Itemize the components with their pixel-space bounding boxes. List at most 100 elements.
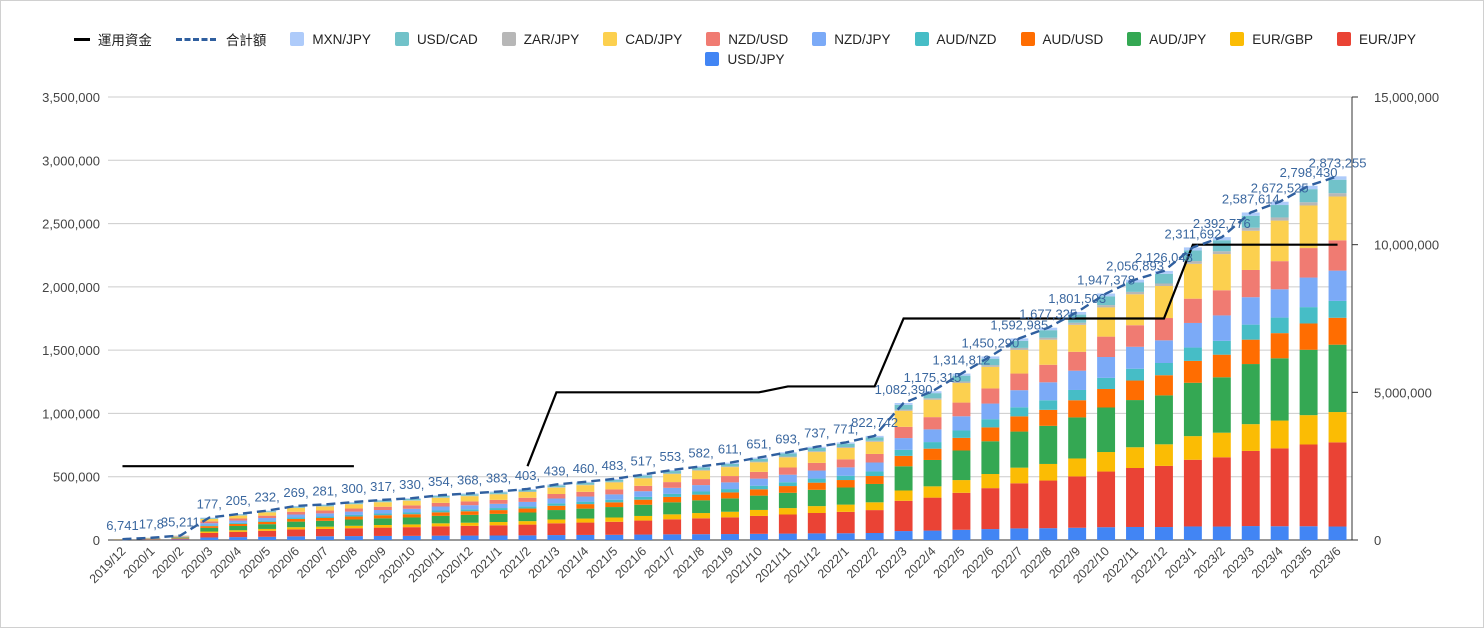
bar-segment	[721, 463, 739, 467]
bar-segment	[778, 467, 797, 475]
legend-item[interactable]: ZAR/JPY	[501, 30, 579, 48]
bar-segment	[576, 501, 595, 505]
bar-segment	[1241, 230, 1260, 270]
x-axis-tick-label: 2022/5	[931, 544, 968, 581]
legend-item[interactable]: USD/CAD	[394, 30, 478, 48]
bar-segment	[952, 381, 971, 384]
bar-segment	[865, 462, 884, 472]
bar-segment	[1154, 527, 1173, 540]
bar-segment	[1328, 300, 1347, 318]
bar-segment	[1328, 412, 1347, 443]
bar-segment	[1241, 215, 1260, 228]
bar-segment	[1212, 315, 1231, 341]
bar-segment	[431, 502, 450, 507]
x-axis-tick-label: 2020/7	[294, 544, 331, 581]
bar-segment	[807, 452, 826, 463]
bar-segment	[1270, 358, 1289, 421]
x-axis-tick-label: 2023/2	[1191, 544, 1228, 581]
legend-item[interactable]: CAD/JPY	[603, 30, 682, 48]
legend-item[interactable]: MXN/JPY	[290, 30, 371, 48]
bar-segment	[258, 510, 277, 512]
legend-item[interactable]: EUR/JPY	[1337, 30, 1416, 48]
x-axis-tick-label: 2020/4	[207, 544, 244, 581]
bar-segment	[1299, 248, 1318, 278]
bar-segment	[634, 515, 653, 521]
bar-segment	[1299, 189, 1318, 203]
bar-segment	[865, 440, 884, 442]
bar-segment	[663, 487, 682, 494]
bar-segment	[489, 499, 508, 504]
bar-segment	[1183, 250, 1202, 262]
bar-segment	[1097, 452, 1116, 472]
left-axis-tick-label: 500,000	[53, 470, 100, 485]
x-axis-tick-label: 2020/1	[121, 544, 158, 581]
bar-segment	[923, 497, 942, 531]
legend-item[interactable]: AUD/JPY	[1127, 30, 1206, 48]
bar-segment	[1212, 237, 1231, 241]
bar-segment	[1010, 467, 1029, 484]
bar-segment	[605, 499, 624, 503]
bar-segment	[200, 532, 219, 538]
legend-swatch	[812, 32, 827, 46]
bar-segment	[518, 508, 537, 513]
bar-segment	[721, 482, 739, 490]
bar-segment	[1183, 322, 1202, 348]
bar-segment	[807, 447, 826, 452]
legend-item[interactable]: NZD/JPY	[812, 30, 891, 48]
bar-segment	[1154, 395, 1173, 445]
bar-segment	[547, 494, 566, 499]
bar-segment	[1270, 261, 1289, 290]
legend-item[interactable]: EUR/GBP	[1230, 30, 1313, 48]
bar-segment	[489, 494, 508, 500]
legend-swatch	[603, 32, 618, 46]
bar-segment	[1068, 324, 1087, 352]
bar-segment	[634, 474, 653, 476]
bar-segment	[721, 466, 739, 468]
bar-segment	[749, 461, 768, 463]
left-axis-tick-label: 1,000,000	[42, 406, 100, 421]
bar-segment	[1212, 526, 1231, 540]
bar-segment	[200, 527, 219, 532]
legend-item[interactable]: AUD/USD	[1020, 30, 1103, 48]
bar-segment	[1126, 380, 1144, 401]
bar-segment	[692, 500, 711, 514]
bar-segment	[1068, 370, 1087, 390]
bar-segment	[1068, 458, 1087, 477]
total-data-label: 35,211	[161, 515, 200, 530]
legend-item[interactable]: NZD/USD	[706, 30, 788, 48]
bar-segment	[1241, 227, 1260, 231]
bar-segment	[229, 518, 248, 521]
bar-segment	[923, 459, 942, 487]
bar-segment	[287, 507, 306, 512]
bar-segment	[1328, 317, 1347, 345]
bar-segment	[547, 535, 566, 540]
legend-item[interactable]: 合計額	[175, 30, 266, 48]
bar-segment	[518, 506, 537, 509]
right-axis-tick-label: 0	[1374, 533, 1381, 548]
bar-segment	[981, 419, 1000, 428]
bar-segment	[344, 504, 363, 509]
bar-segment	[1241, 324, 1260, 340]
bar-segment	[576, 522, 595, 535]
x-axis-tick-label: 2023/5	[1278, 544, 1315, 581]
total-data-label: 383,	[486, 471, 511, 486]
bar-segment	[663, 519, 682, 535]
bar-segment	[634, 520, 653, 535]
bar-segment	[749, 462, 768, 472]
legend-item[interactable]: USD/JPY	[705, 50, 785, 68]
total-data-label: 1,947,378	[1077, 273, 1135, 288]
total-data-label: 2,056,893	[1106, 259, 1164, 274]
bar-segment	[605, 481, 624, 483]
bar-segment	[952, 416, 971, 431]
bar-segment	[981, 356, 1000, 359]
bar-segment	[287, 529, 306, 537]
total-data-label: 281,	[312, 483, 337, 498]
legend-item[interactable]: 運用資金	[73, 30, 152, 48]
bar-segment	[431, 495, 450, 498]
legend-item[interactable]: AUD/NZD	[914, 30, 997, 48]
bar-segment	[1299, 323, 1318, 350]
bar-segment	[807, 533, 826, 540]
bar-segment	[489, 513, 508, 523]
bar-segment	[894, 500, 913, 532]
legend-swatch	[394, 32, 409, 46]
